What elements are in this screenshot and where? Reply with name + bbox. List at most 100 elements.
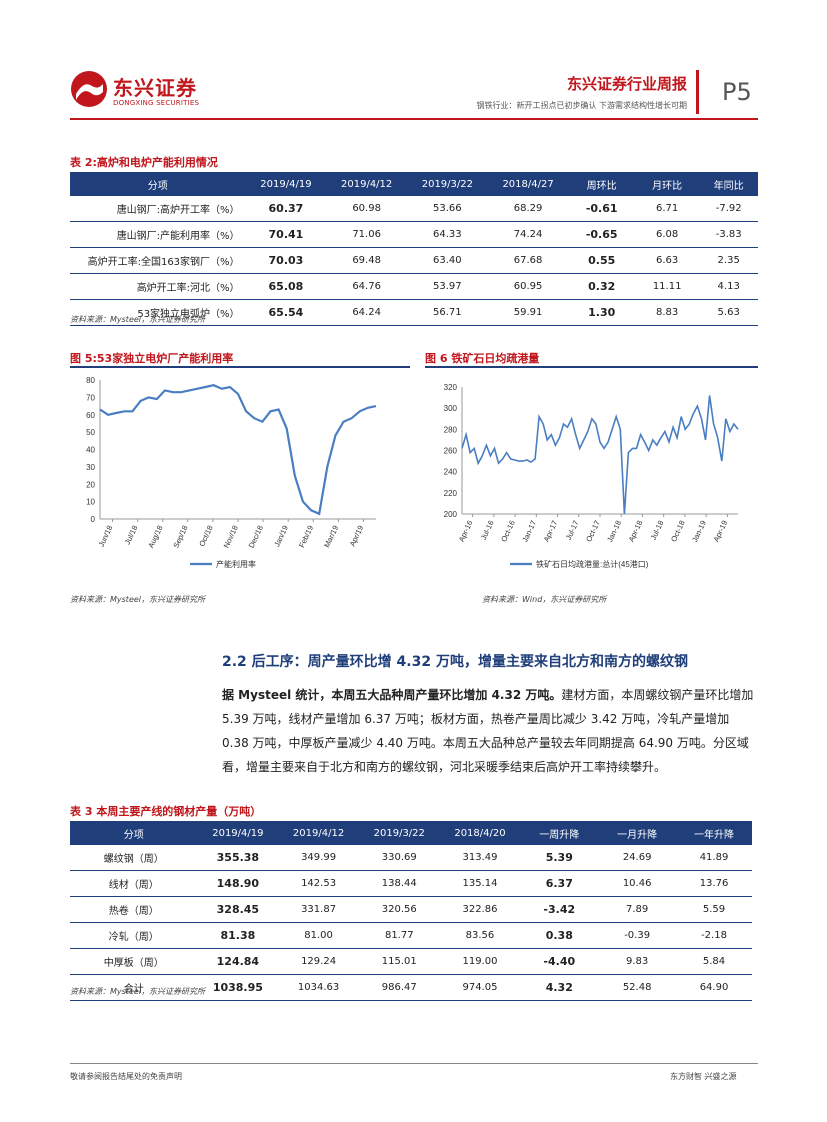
table3-header-cell: 分项 xyxy=(70,821,198,845)
paragraph-lead: 据 Mysteel 统计，本周五大品种周产量环比增加 4.32 万吨。 xyxy=(222,688,562,702)
table2-cell: 70.41 xyxy=(245,221,327,248)
x-tick-label: Jul-16 xyxy=(479,519,496,541)
table3-cell: 41.89 xyxy=(676,845,752,871)
y-tick-label: 220 xyxy=(444,489,458,498)
table2-row: 唐山钢厂:高炉开工率（%） 60.37 60.98 53.66 68.29 -0.61 6.… xyxy=(70,196,758,222)
table3-cell: 974.05 xyxy=(439,974,521,1001)
table2-cell: 11.11 xyxy=(634,273,700,300)
table2-cell: 唐山钢厂:高炉开工率（%） xyxy=(70,196,246,222)
x-tick-label: Jul-18 xyxy=(649,519,666,541)
x-tick-label: Aug/18 xyxy=(146,524,164,549)
table3-cell: 138.44 xyxy=(358,870,440,897)
table2-cell: -0.65 xyxy=(568,221,635,248)
table3-caption: 表 3 本周主要产线的钢材产量（万吨） xyxy=(70,805,262,818)
table3-row: 线材（周） 148.90 142.53 138.44 135.14 6.37 10.46 13… xyxy=(70,870,752,897)
x-tick-label: Apr/19 xyxy=(348,524,366,548)
table3-cell: 81.77 xyxy=(358,922,440,949)
table3-cell: 330.69 xyxy=(358,845,440,871)
table2-cell: -0.61 xyxy=(568,196,635,222)
table2-cell: 64.33 xyxy=(407,221,488,248)
table3-cell: 6.37 xyxy=(520,870,599,897)
figure5-rule xyxy=(70,366,410,368)
company-logo-icon xyxy=(71,71,107,107)
table3-cell: 83.56 xyxy=(439,922,521,949)
logo-english-text: DONGXING SECURITIES xyxy=(113,99,200,107)
x-tick-label: Jan-19 xyxy=(690,519,708,544)
figure5-caption: 图 5:53家独立电炉厂产能利用率 xyxy=(70,352,234,365)
report-title: 东兴证券行业周报 xyxy=(566,75,687,93)
x-tick-label: Oct-18 xyxy=(669,519,687,543)
table3-cell: 5.39 xyxy=(520,845,599,871)
table2-row: 53家独立电弧炉（%） 65.54 64.24 56.71 59.91 1.30 8.83 5… xyxy=(70,299,758,326)
x-tick-label: Feb/19 xyxy=(297,524,315,549)
series-line xyxy=(461,395,739,515)
x-tick-label: Apr-17 xyxy=(542,519,560,543)
table2-cell: 68.29 xyxy=(487,196,569,222)
table2-cell: 53.66 xyxy=(407,196,488,222)
footer-slogan: 东方财智 兴盛之源 xyxy=(670,1072,737,1081)
table2-cell: 0.32 xyxy=(568,273,635,300)
logo-text: 东兴证券 xyxy=(113,76,197,100)
table2-cell: 高炉开工率:全国163家钢厂（%） xyxy=(70,247,246,274)
x-tick-label: Apr-16 xyxy=(457,519,475,543)
table2-source: 资料来源：Mysteel，东兴证券研究所 xyxy=(70,315,206,324)
table2-row: 高炉开工率:河北（%） 65.08 64.76 53.97 60.95 0.32 11.11… xyxy=(70,273,758,300)
table3-cell: 1038.95 xyxy=(197,974,279,1001)
table3-cell: 81.00 xyxy=(278,922,359,949)
report-subtitle: 钢铁行业：新开工拐点已初步确认 下游需求结构性增长可期 xyxy=(476,101,687,110)
y-tick-label: 240 xyxy=(444,468,458,477)
table2-cell: 65.08 xyxy=(245,273,327,300)
table2-cell: 4.13 xyxy=(699,273,758,300)
table2-cell: 60.98 xyxy=(326,196,407,222)
y-tick-label: 80 xyxy=(86,376,95,385)
series-line xyxy=(99,384,377,516)
table2-cell: 63.40 xyxy=(407,247,488,274)
table3-cell: 349.99 xyxy=(278,845,359,871)
table3-cell: 129.24 xyxy=(278,948,359,975)
table2-cell: 71.06 xyxy=(326,221,407,248)
table3-cell: -2.18 xyxy=(676,922,752,949)
table2-cell: 高炉开工率:河北（%） xyxy=(70,273,246,300)
table2-header-cell: 分项 xyxy=(70,172,246,196)
table3-header-cell: 一年升降 xyxy=(676,821,752,845)
table3-header-cell: 2019/4/12 xyxy=(278,821,359,845)
x-tick-label: Apr-18 xyxy=(627,519,645,543)
figure6-rule xyxy=(425,366,758,368)
x-tick-label: Jan-18 xyxy=(605,519,623,544)
table3-cell: 115.01 xyxy=(358,948,440,975)
table2-header-cell: 年同比 xyxy=(699,172,758,196)
table3-row: 合计 1038.95 1034.63 986.47 974.05 4.32 52.48 64.… xyxy=(70,974,752,1001)
table3-cell: -0.39 xyxy=(598,922,677,949)
table3-cell: 线材（周） xyxy=(70,870,198,897)
x-tick-label: Mar/19 xyxy=(322,524,340,549)
y-tick-label: 20 xyxy=(86,480,95,489)
paragraph-body: 建材方面，本周螺纹钢产量环比增加 5.39 万吨，线材产量增加 6.37 万吨；… xyxy=(222,688,754,774)
y-tick-label: 300 xyxy=(444,404,458,413)
table2-cell: 8.83 xyxy=(634,299,700,326)
table2-cell: 1.30 xyxy=(568,299,635,326)
x-tick-label: Oct-16 xyxy=(499,519,517,543)
footer-rule xyxy=(70,1063,758,1064)
table2-row: 唐山钢厂:产能利用率（%） 70.41 71.06 64.33 74.24 -0.65 6.… xyxy=(70,221,758,248)
table3-cell: 1034.63 xyxy=(278,974,359,1001)
page-number: P5 xyxy=(722,78,752,106)
table3-cell: 5.59 xyxy=(676,896,752,923)
y-tick-label: 320 xyxy=(444,383,458,392)
table2-cell: 6.63 xyxy=(634,247,700,274)
figure6-caption: 图 6 铁矿石日均疏港量 xyxy=(425,352,540,365)
header-divider xyxy=(696,70,699,114)
table3-cell: 119.00 xyxy=(439,948,521,975)
x-tick-label: Jan-17 xyxy=(520,519,538,544)
figure5-source: 资料来源：Mysteel，东兴证券研究所 xyxy=(70,595,206,604)
table3-cell: 124.84 xyxy=(197,948,279,975)
table2-cell: 69.48 xyxy=(326,247,407,274)
y-tick-label: 200 xyxy=(444,510,458,519)
table3-cell: 142.53 xyxy=(278,870,359,897)
x-tick-label: Dec/18 xyxy=(247,524,265,549)
table2-cell: 64.24 xyxy=(326,299,407,326)
table2-header-cell: 2019/3/22 xyxy=(407,172,488,196)
table2-header-cell: 2018/4/27 xyxy=(487,172,569,196)
table2-cell: 6.08 xyxy=(634,221,700,248)
table2-caption: 表 2:高炉和电炉产能利用情况 xyxy=(70,156,218,169)
y-tick-label: 280 xyxy=(444,425,458,434)
